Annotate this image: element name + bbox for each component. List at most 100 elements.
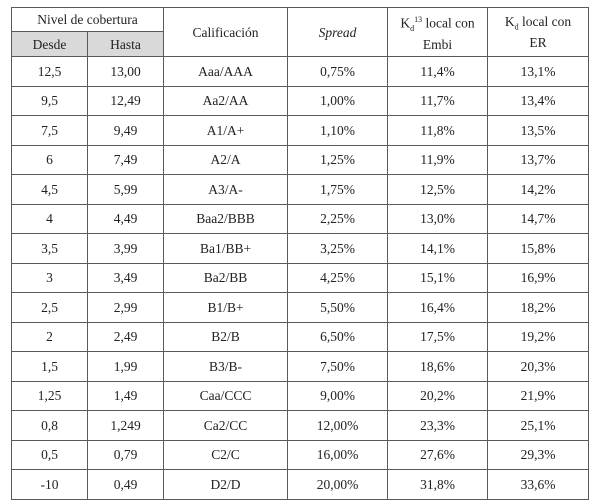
- coverage-group-header: Nivel de cobertura: [10, 7, 165, 32]
- from-cell: 2,5: [11, 292, 88, 323]
- kd-er-cell: 13,1%: [487, 56, 590, 87]
- kd-embi-cell: 18,6%: [387, 351, 489, 382]
- from-cell: 3: [11, 262, 88, 293]
- to-header: Hasta: [86, 31, 165, 57]
- from-cell: 6: [11, 144, 88, 175]
- rating-spread-table: Nivel de cobertura Calificación Spread K…: [10, 7, 590, 500]
- to-cell: 2,49: [86, 321, 165, 352]
- kd-er-cell: 13,4%: [487, 85, 590, 116]
- table-row: 9,5 12,49 Aa2/AA 1,00% 11,7% 13,4%: [11, 85, 590, 116]
- rating-cell: D2/D: [163, 469, 289, 500]
- spread-cell: 1,75%: [287, 174, 389, 205]
- spread-cell: 7,50%: [287, 351, 389, 382]
- from-cell: 4: [11, 203, 88, 234]
- to-cell: 5,99: [86, 174, 165, 205]
- rating-cell: Baa2/BBB: [163, 203, 289, 234]
- rating-cell: Aa2/AA: [163, 85, 289, 116]
- spread-cell: 1,10%: [287, 115, 389, 146]
- rating-cell: A2/A: [163, 144, 289, 175]
- rating-cell: B1/B+: [163, 292, 289, 323]
- spread-cell: 16,00%: [287, 439, 389, 470]
- rating-cell: Ca2/CC: [163, 410, 289, 441]
- table-row: 0,8 1,249 Ca2/CC 12,00% 23,3% 25,1%: [11, 410, 590, 441]
- kd-embi-cell: 11,7%: [387, 85, 489, 116]
- spread-cell: 2,25%: [287, 203, 389, 234]
- kd-er-cell: 14,2%: [487, 174, 590, 205]
- kd-embi-sup: 13: [414, 15, 423, 25]
- spread-cell: 1,00%: [287, 85, 389, 116]
- from-cell: 7,5: [11, 115, 88, 146]
- to-cell: 1,49: [86, 380, 165, 411]
- rating-cell: B3/B-: [163, 351, 289, 382]
- to-cell: 1,99: [86, 351, 165, 382]
- from-cell: -10: [11, 469, 88, 500]
- table-row: 3 3,49 Ba2/BB 4,25% 15,1% 16,9%: [11, 262, 590, 293]
- kd-embi-cell: 20,2%: [387, 380, 489, 411]
- from-cell: 0,8: [11, 410, 88, 441]
- from-cell: 1,25: [11, 380, 88, 411]
- kd-embi-header: Kd13 local con Embi: [387, 7, 489, 57]
- kd-er-cell: 20,3%: [487, 351, 590, 382]
- rating-cell: A1/A+: [163, 115, 289, 146]
- spread-cell: 5,50%: [287, 292, 389, 323]
- kd-er-cell: 21,9%: [487, 380, 590, 411]
- from-cell: 4,5: [11, 174, 88, 205]
- kd-embi-line1: local con: [422, 15, 475, 31]
- kd-embi-cell: 23,3%: [387, 410, 489, 441]
- spread-cell: 6,50%: [287, 321, 389, 352]
- spread-header: Spread: [287, 7, 389, 57]
- rating-cell: C2/C: [163, 439, 289, 470]
- to-cell: 3,99: [86, 233, 165, 264]
- spread-cell: 9,00%: [287, 380, 389, 411]
- table-row: -10 0,49 D2/D 20,00% 31,8% 33,6%: [11, 469, 590, 500]
- kd-er-cell: 13,5%: [487, 115, 590, 146]
- kd-er-cell: 14,7%: [487, 203, 590, 234]
- spread-cell: 3,25%: [287, 233, 389, 264]
- rating-cell: Aaa/AAA: [163, 56, 289, 87]
- table-row: 4,5 5,99 A3/A- 1,75% 12,5% 14,2%: [11, 174, 590, 205]
- table-row: 6 7,49 A2/A 1,25% 11,9% 13,7%: [11, 144, 590, 175]
- to-cell: 13,00: [86, 56, 165, 87]
- rating-cell: B2/B: [163, 321, 289, 352]
- from-cell: 3,5: [11, 233, 88, 264]
- to-cell: 0,49: [86, 469, 165, 500]
- kd-embi-cell: 11,8%: [387, 115, 489, 146]
- kd-er-sub: d: [514, 22, 519, 32]
- kd-er-line1: local con: [518, 14, 572, 30]
- table-row: 3,5 3,99 Ba1/BB+ 3,25% 14,1% 15,8%: [11, 233, 590, 264]
- kd-er-k: K: [504, 14, 515, 30]
- spread-cell: 0,75%: [287, 56, 389, 87]
- spread-cell: 20,00%: [287, 469, 389, 500]
- table-row: 2,5 2,99 B1/B+ 5,50% 16,4% 18,2%: [11, 292, 590, 323]
- kd-embi-cell: 31,8%: [387, 469, 489, 500]
- kd-embi-cell: 11,9%: [387, 144, 489, 175]
- table-row: 1,5 1,99 B3/B- 7,50% 18,6% 20,3%: [11, 351, 590, 382]
- spread-cell: 4,25%: [287, 262, 389, 293]
- rating-cell: Caa/CCC: [163, 380, 289, 411]
- table-body: 12,5 13,00 Aaa/AAA 0,75% 11,4% 13,1% 9,5 12,49 A…: [11, 56, 590, 500]
- to-cell: 3,49: [86, 262, 165, 293]
- kd-er-line2: ER: [529, 34, 547, 50]
- kd-er-cell: 18,2%: [487, 292, 590, 323]
- from-cell: 0,5: [11, 439, 88, 470]
- kd-embi-line2: Embi: [422, 36, 453, 52]
- table-row: 7,5 9,49 A1/A+ 1,10% 11,8% 13,5%: [11, 115, 590, 146]
- from-cell: 1,5: [11, 351, 88, 382]
- kd-embi-cell: 17,5%: [387, 321, 489, 352]
- to-cell: 7,49: [86, 144, 165, 175]
- from-cell: 12,5: [11, 56, 88, 87]
- to-cell: 2,99: [86, 292, 165, 323]
- from-header: Desde: [11, 31, 88, 57]
- to-cell: 1,249: [86, 410, 165, 441]
- table-row: 1,25 1,49 Caa/CCC 9,00% 20,2% 21,9%: [11, 380, 590, 411]
- kd-embi-cell: 13,0%: [387, 203, 489, 234]
- to-cell: 0,79: [86, 439, 165, 470]
- rating-cell: Ba2/BB: [163, 262, 289, 293]
- kd-embi-cell: 27,6%: [387, 439, 489, 470]
- to-cell: 12,49: [86, 85, 165, 116]
- kd-er-cell: 33,6%: [487, 469, 590, 500]
- kd-er-cell: 29,3%: [487, 439, 590, 470]
- rating-cell: Ba1/BB+: [163, 233, 289, 264]
- kd-er-cell: 16,9%: [487, 262, 590, 293]
- kd-embi-cell: 16,4%: [387, 292, 489, 323]
